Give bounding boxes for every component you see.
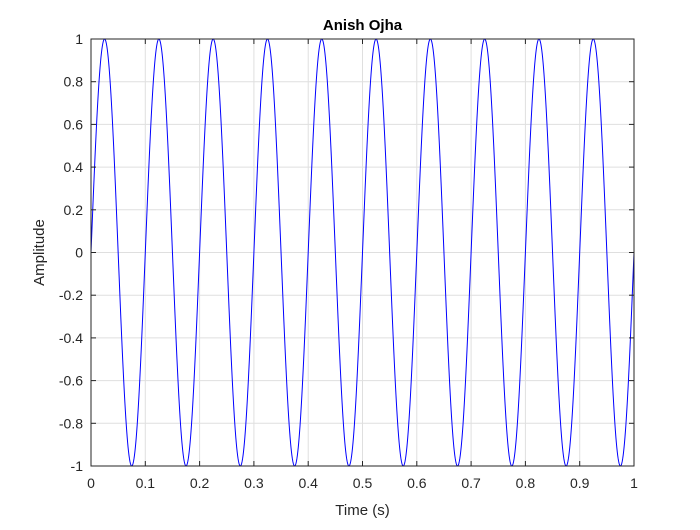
chart-title: Anish Ojha	[323, 17, 403, 34]
y-tick-label: -0.6	[59, 373, 83, 389]
y-tick-label: -0.4	[59, 330, 83, 346]
x-tick-label: 0.8	[516, 475, 536, 491]
y-tick-label: 1	[75, 31, 83, 47]
x-axis-ticks: 0 0.1 0.2 0.3 0.4 0.5 0.6 0.7 0.8 0.9 1	[87, 39, 638, 491]
x-tick-label: 1	[630, 475, 638, 491]
y-axis-label: Amplitude	[31, 219, 48, 286]
x-tick-label: 0.4	[298, 475, 318, 491]
y-tick-label: 0.6	[64, 116, 84, 132]
x-tick-label: 0	[87, 475, 95, 491]
series-line	[90, 38, 635, 467]
x-tick-label: 0.5	[353, 475, 373, 491]
y-tick-label: 0.2	[64, 202, 84, 218]
y-axis-ticks: -1 -0.8 -0.6 -0.4 -0.2 0 0.2 0.4 0.6 0.8 1	[59, 31, 634, 474]
x-tick-label: 0.6	[407, 475, 427, 491]
x-tick-label: 0.1	[136, 475, 156, 491]
y-tick-label: 0.4	[64, 159, 84, 175]
y-tick-label: -1	[71, 458, 84, 474]
y-tick-label: -0.2	[59, 287, 83, 303]
x-tick-label: 0.9	[570, 475, 590, 491]
y-tick-label: 0	[75, 245, 83, 261]
x-tick-label: 0.3	[244, 475, 264, 491]
y-tick-label: -0.8	[59, 415, 83, 431]
x-tick-label: 0.7	[461, 475, 481, 491]
x-tick-label: 0.2	[190, 475, 210, 491]
x-axis-label: Time (s)	[335, 502, 389, 519]
y-tick-label: 0.8	[64, 74, 84, 90]
